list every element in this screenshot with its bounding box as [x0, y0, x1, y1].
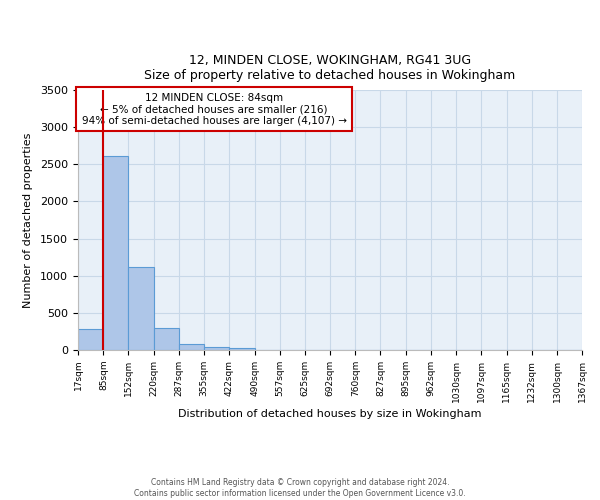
Bar: [128, 267, 154, 350]
Y-axis label: Number of detached properties: Number of detached properties: [23, 132, 33, 308]
Bar: [103, 156, 128, 350]
Bar: [179, 344, 204, 350]
Bar: [229, 348, 254, 350]
Title: 12, MINDEN CLOSE, WOKINGHAM, RG41 3UG
Size of property relative to detached hous: 12, MINDEN CLOSE, WOKINGHAM, RG41 3UG Si…: [145, 54, 515, 82]
Text: Contains HM Land Registry data © Crown copyright and database right 2024.
Contai: Contains HM Land Registry data © Crown c…: [134, 478, 466, 498]
Text: 12 MINDEN CLOSE: 84sqm
← 5% of detached houses are smaller (216)
94% of semi-det: 12 MINDEN CLOSE: 84sqm ← 5% of detached …: [82, 92, 347, 126]
Bar: [154, 328, 179, 350]
Bar: [204, 346, 229, 350]
Bar: [78, 329, 103, 350]
X-axis label: Distribution of detached houses by size in Wokingham: Distribution of detached houses by size …: [178, 409, 482, 419]
